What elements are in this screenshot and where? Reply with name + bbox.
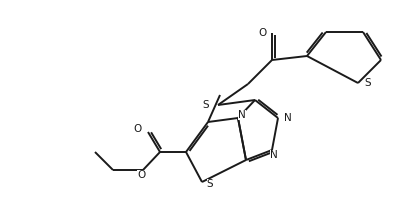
Text: N: N	[238, 110, 246, 120]
Text: S: S	[202, 100, 209, 110]
Text: S: S	[365, 78, 371, 88]
Text: O: O	[134, 124, 142, 134]
Text: S: S	[207, 179, 213, 189]
Text: O: O	[137, 170, 145, 180]
Text: N: N	[270, 150, 278, 160]
Text: N: N	[284, 113, 292, 123]
Text: O: O	[259, 28, 267, 38]
